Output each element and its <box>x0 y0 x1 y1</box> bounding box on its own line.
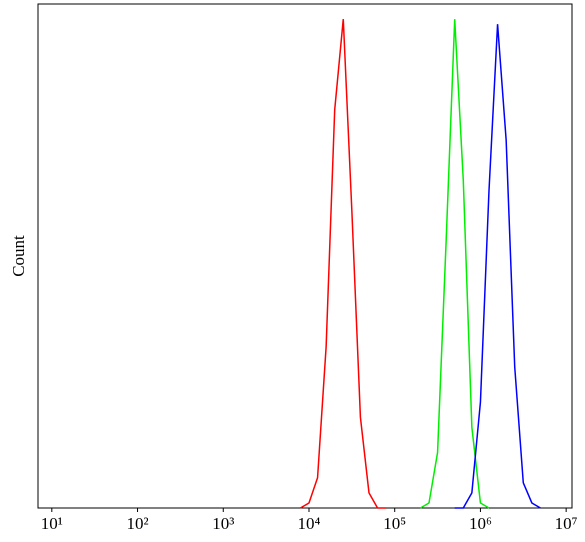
series-line <box>454 24 541 509</box>
x-tick-label: 10⁷ <box>555 514 578 533</box>
x-tick-label: 10⁶ <box>469 514 492 533</box>
x-tick-label: 10⁵ <box>383 514 406 533</box>
y-axis-label: Count <box>9 235 28 277</box>
x-tick-label: 10⁴ <box>298 514 321 533</box>
series-line <box>420 19 490 509</box>
series-line <box>300 19 387 509</box>
plot-frame <box>37 3 573 509</box>
x-tick-label: 10³ <box>212 514 234 533</box>
x-tick-label: 10¹ <box>41 514 63 533</box>
x-tick-label: 10² <box>126 514 148 533</box>
